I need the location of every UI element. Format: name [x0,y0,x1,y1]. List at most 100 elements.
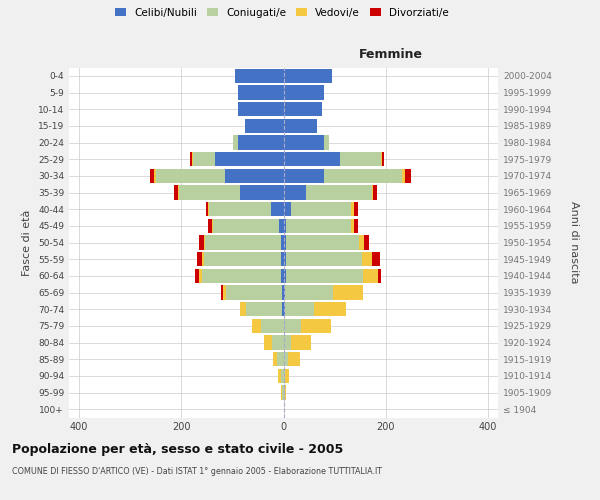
Bar [215,152,284,166]
Bar [240,186,284,200]
Bar [284,169,325,183]
Bar [284,86,325,100]
Bar [333,286,362,300]
Bar [190,152,192,166]
Bar [253,319,260,333]
Bar [284,369,285,383]
Bar [352,219,354,233]
Bar [277,352,284,366]
Bar [281,369,284,383]
Bar [226,286,282,300]
Bar [208,202,209,216]
Bar [362,252,372,266]
Bar [402,169,404,183]
Bar [202,268,281,283]
Bar [284,302,314,316]
Bar [284,202,291,216]
Bar [245,118,284,133]
Bar [325,136,329,149]
Y-axis label: Fasce di età: Fasce di età [22,210,32,276]
Bar [154,169,156,183]
Bar [235,68,284,83]
Bar [291,336,311,349]
Bar [352,202,354,216]
Bar [372,186,373,200]
Bar [213,219,280,233]
Bar [281,252,284,266]
Bar [204,236,205,250]
Bar [286,268,362,283]
Y-axis label: Anni di nascita: Anni di nascita [569,201,579,283]
Bar [239,302,246,316]
Bar [205,252,281,266]
Bar [149,169,154,183]
Bar [284,386,286,400]
Bar [284,186,307,200]
Bar [281,236,284,250]
Bar [325,169,402,183]
Bar [284,336,291,349]
Text: COMUNE DI FIESSO D'ARTICO (VE) - Dati ISTAT 1° gennaio 2005 - Elaborazione TUTTI: COMUNE DI FIESSO D'ARTICO (VE) - Dati IS… [12,468,382,476]
Bar [179,186,240,200]
Bar [382,152,384,166]
Bar [284,319,301,333]
Bar [246,302,283,316]
Bar [362,268,378,283]
Bar [286,219,352,233]
Text: Femmine: Femmine [359,48,423,60]
Bar [301,319,331,333]
Bar [281,268,284,283]
Legend: Celibi/Nubili, Coniugati/e, Vedovi/e, Divorziati/e: Celibi/Nubili, Coniugati/e, Vedovi/e, Di… [115,8,449,18]
Bar [284,252,286,266]
Bar [284,118,317,133]
Bar [364,236,369,250]
Bar [378,268,380,283]
Bar [173,186,178,200]
Bar [307,186,372,200]
Bar [284,352,287,366]
Bar [271,202,284,216]
Bar [291,202,352,216]
Bar [283,386,284,400]
Bar [199,236,204,250]
Bar [238,86,284,100]
Bar [205,236,281,250]
Bar [212,219,213,233]
Bar [314,302,346,316]
Bar [380,152,382,166]
Bar [284,236,286,250]
Bar [282,286,284,300]
Bar [404,169,410,183]
Bar [272,336,284,349]
Bar [233,136,238,149]
Bar [281,386,283,400]
Bar [221,286,223,300]
Bar [340,152,380,166]
Bar [372,252,380,266]
Bar [156,169,225,183]
Bar [286,252,362,266]
Bar [354,202,358,216]
Bar [373,186,377,200]
Bar [195,268,199,283]
Bar [199,268,202,283]
Bar [202,252,205,266]
Bar [238,102,284,116]
Bar [284,219,286,233]
Bar [264,336,272,349]
Bar [359,236,364,250]
Bar [284,136,325,149]
Bar [287,352,301,366]
Bar [284,152,340,166]
Bar [206,202,208,216]
Bar [208,219,212,233]
Bar [197,252,202,266]
Bar [284,268,286,283]
Bar [225,169,284,183]
Bar [284,68,332,83]
Bar [273,352,277,366]
Bar [285,369,289,383]
Bar [192,152,193,166]
Bar [354,219,358,233]
Bar [284,102,322,116]
